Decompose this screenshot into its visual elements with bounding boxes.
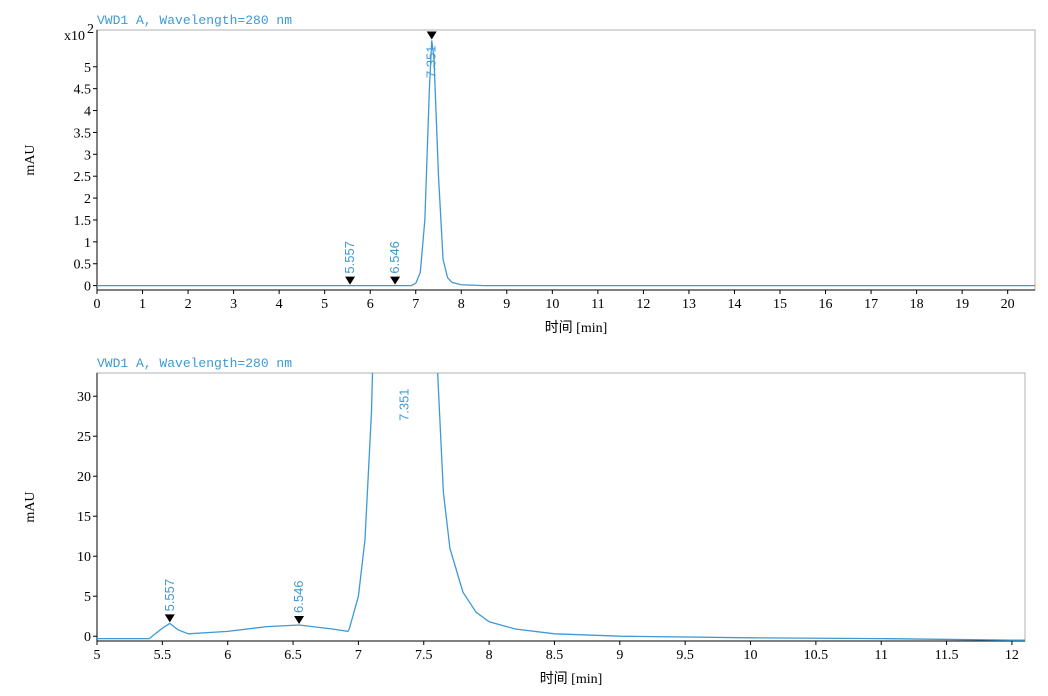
x-tick-label: 11.5 <box>935 648 959 663</box>
peak-label: 6.546 <box>387 241 402 274</box>
y-tick-label: 30 <box>77 390 91 405</box>
x-tick-label: 11 <box>874 648 887 663</box>
y-tick-label: 25 <box>77 430 91 445</box>
x-tick-label: 6 <box>224 648 231 663</box>
x-tick-label: 2 <box>185 297 192 312</box>
chart-title: VWD1 A, Wavelength=280 nm <box>97 13 292 28</box>
x-tick-label: 9.5 <box>676 648 694 663</box>
peak-label: 5.557 <box>342 241 357 274</box>
x-tick-label: 7.5 <box>415 648 433 663</box>
y-tick-label: 1 <box>84 236 91 251</box>
x-tick-label: 5 <box>94 648 101 663</box>
peak-label: 6.546 <box>291 580 306 613</box>
peak-label: 7.351 <box>424 45 439 78</box>
x-tick-label: 7 <box>412 297 419 312</box>
y-tick-label: 2 <box>84 192 91 207</box>
peak-marker <box>345 276 356 285</box>
y-tick-label: 5 <box>84 590 91 605</box>
x-tick-label: 5 <box>321 297 328 312</box>
y-tick-label: 5 <box>84 61 91 76</box>
y-tick-label: 3.5 <box>74 126 92 141</box>
x-tick-label: 10.5 <box>804 648 829 663</box>
x-tick-label: 7 <box>355 648 362 663</box>
x-tick-label: 14 <box>727 297 741 312</box>
x-tick-label: 10 <box>744 648 758 663</box>
peak-marker <box>390 276 401 285</box>
peak-marker <box>164 614 175 623</box>
chart-title: VWD1 A, Wavelength=280 nm <box>97 356 292 371</box>
y-multiplier-exp: 2 <box>87 22 94 37</box>
x-tick-label: 13 <box>682 297 696 312</box>
x-tick-label: 12 <box>636 297 650 312</box>
x-tick-label: 18 <box>910 297 924 312</box>
peak-label: 5.557 <box>162 579 177 612</box>
peak-marker <box>426 31 437 40</box>
y-tick-label: 2.5 <box>74 170 92 185</box>
x-tick-label: 20 <box>1001 297 1015 312</box>
y-tick-label: 0.5 <box>74 258 92 273</box>
x-tick-label: 17 <box>864 297 878 312</box>
x-tick-label: 15 <box>773 297 787 312</box>
x-tick-label: 10 <box>545 297 559 312</box>
y-tick-label: 0 <box>84 630 91 645</box>
x-tick-label: 8.5 <box>546 648 564 663</box>
x-tick-label: 6 <box>367 297 374 312</box>
y-axis-label: mAU <box>23 144 38 175</box>
plot-area <box>97 31 1035 287</box>
x-tick-label: 9 <box>503 297 510 312</box>
y-tick-label: 3 <box>84 148 91 163</box>
x-tick-label: 8 <box>458 297 465 312</box>
peak-label: 7.351 <box>396 388 411 421</box>
y-tick-label: 4.5 <box>74 83 92 98</box>
x-tick-label: 1 <box>139 297 146 312</box>
y-tick-label: 20 <box>77 470 91 485</box>
plot-frame <box>96 29 1036 291</box>
x-tick-label: 8 <box>486 648 493 663</box>
x-tick-label: 5.5 <box>154 648 172 663</box>
x-tick-label: 11 <box>591 297 604 312</box>
y-tick-label: 4 <box>84 105 91 120</box>
y-multiplier: x10 <box>64 29 85 44</box>
y-tick-label: 10 <box>77 550 91 565</box>
plot-area <box>97 373 1025 641</box>
x-tick-label: 16 <box>819 297 833 312</box>
peak-marker <box>294 616 305 624</box>
x-axis-label: 时间 [min] <box>540 671 603 687</box>
x-tick-label: 6.5 <box>284 648 302 663</box>
x-tick-label: 3 <box>230 297 237 312</box>
signal-trace <box>97 373 1025 641</box>
x-tick-label: 12 <box>1005 648 1019 663</box>
x-tick-label: 19 <box>955 297 969 312</box>
plot-frame <box>96 372 1026 642</box>
signal-trace <box>97 40 1035 287</box>
y-axis-label: mAU <box>23 491 38 522</box>
y-tick-label: 1.5 <box>74 214 92 229</box>
x-tick-label: 0 <box>94 297 101 312</box>
y-tick-label: 15 <box>77 510 91 525</box>
x-axis-label: 时间 [min] <box>545 320 608 336</box>
x-tick-label: 9 <box>616 648 623 663</box>
y-tick-label: 0 <box>84 280 91 295</box>
x-tick-label: 4 <box>276 297 283 312</box>
